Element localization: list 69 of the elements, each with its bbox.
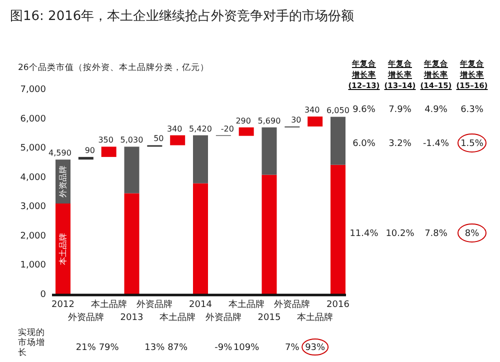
x-tick-label: 外资品牌 [68, 312, 104, 323]
total-label: 6,050 [326, 106, 350, 115]
total-label: 4,590 [48, 148, 72, 158]
y-tick-label: 2,000 [20, 231, 46, 242]
text: -9% [214, 343, 233, 353]
x-tick-label: 2013 [120, 313, 144, 323]
text: 6.3% [460, 105, 484, 115]
y-axis-title: 26个品类市值（按外资、本土品牌分类，亿元） [18, 62, 209, 73]
bar [262, 127, 277, 175]
bar [262, 174, 277, 294]
x-tick-label: 外资品牌 [274, 299, 310, 310]
text: 7.8% [424, 229, 448, 239]
series-label: 本土品牌 [58, 232, 68, 265]
text: -1.4% [422, 139, 450, 149]
x-tick-label: 本土品牌 [297, 312, 334, 323]
total-label: 5,030 [120, 136, 144, 145]
chart-title: 图16: 2016年，本土企业继续抢占外资竞争对手的市场份额 [10, 9, 354, 24]
bar [124, 146, 140, 194]
y-tick-label: 6,000 [20, 114, 46, 124]
x-tick-label: 本土品牌 [90, 299, 127, 310]
bar [124, 193, 140, 294]
y-tick-label: 1,000 [20, 260, 46, 271]
text: 21% [76, 343, 96, 353]
text: 8% [464, 229, 480, 239]
text: 13% [144, 343, 166, 353]
total-label: 5,420 [189, 124, 212, 134]
data-label: 290 [236, 116, 251, 126]
data-label: 30 [291, 115, 302, 124]
y-tick-label: 5,000 [20, 144, 46, 154]
data-label: -20 [220, 124, 234, 134]
x-tick-label: 本土品牌 [228, 299, 264, 310]
y-tick-label: 3,000 [20, 202, 46, 212]
text: 9.6% [352, 105, 376, 115]
y-tick-label: 4,000 [20, 172, 46, 183]
y-tick-label: 7,000 [20, 85, 46, 95]
text: 93% [305, 343, 326, 353]
x-tick-label: 2012 [52, 300, 74, 310]
bar [78, 156, 94, 160]
text: 79% [98, 343, 120, 353]
y-tick-label: 0 [40, 290, 46, 300]
bar [193, 183, 208, 294]
text: 87% [168, 343, 188, 353]
text: 10.2% [386, 229, 415, 239]
text: 3.2% [388, 139, 412, 149]
text: 7% [285, 343, 300, 353]
data-label: 50 [154, 134, 164, 144]
x-tick-label: 外资品牌 [136, 299, 173, 310]
bar [330, 116, 346, 165]
text: 实现的市场增长 [18, 328, 45, 358]
text: 109% [233, 343, 260, 353]
bar [56, 204, 70, 294]
x-tick-label: 2016 [326, 300, 350, 310]
text: 11.4% [350, 229, 379, 239]
text: 1.5% [460, 139, 484, 149]
x-tick-label: 2014 [189, 300, 212, 310]
bar [330, 164, 346, 294]
data-label: 340 [166, 124, 182, 134]
x-tick-label: 本土品牌 [160, 312, 196, 323]
text: 6.0% [352, 139, 376, 149]
bar [193, 135, 208, 184]
x-tick-label: 2015 [258, 313, 281, 323]
data-label: 350 [98, 136, 114, 145]
series-label: 外资品牌 [58, 166, 68, 198]
x-tick-label: 外资品牌 [205, 312, 242, 323]
data-label: 340 [304, 106, 320, 115]
text: 4.9% [424, 105, 448, 115]
total-label: 5,690 [258, 116, 281, 126]
data-label: 90 [84, 146, 96, 155]
text: 7.9% [388, 105, 412, 115]
